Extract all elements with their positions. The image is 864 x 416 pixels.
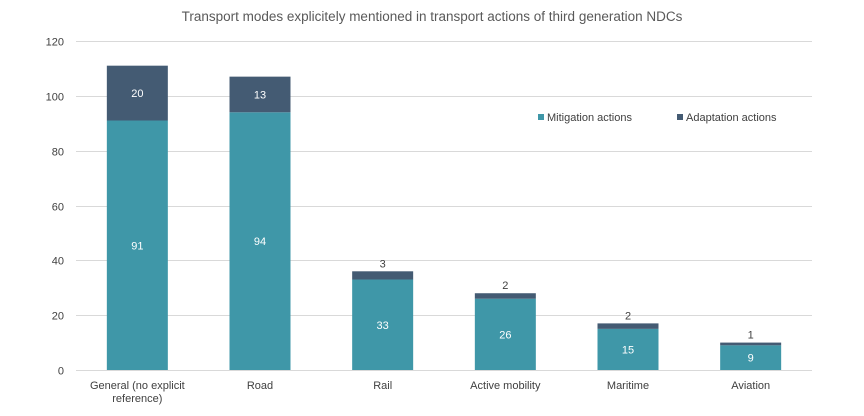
- bar-mitigation-4: [597, 328, 659, 370]
- data-label-mitigation-1: 94: [254, 236, 266, 248]
- bars: [106, 65, 782, 371]
- category-label-4: Maritime: [607, 380, 649, 392]
- category-label-0: General (no explicit: [90, 380, 185, 392]
- data-label-adaptation-2: 3: [380, 258, 386, 270]
- category-label-1: Road: [247, 380, 273, 392]
- y-tick-label-40: 40: [52, 256, 64, 268]
- data-label-mitigation-4: 15: [622, 344, 634, 356]
- bar-mitigation-5: [720, 345, 782, 370]
- data-label-mitigation-0: 91: [131, 240, 143, 252]
- bar-adaptation-4: [597, 323, 659, 329]
- legend-swatch-0: [538, 114, 544, 120]
- data-label-adaptation-5: 1: [748, 330, 754, 342]
- y-tick-label-60: 60: [52, 202, 64, 214]
- data-label-mitigation-3: 26: [499, 329, 511, 341]
- bar-mitigation-3: [474, 298, 536, 370]
- y-tick-label-120: 120: [46, 37, 64, 49]
- bar-adaptation-1: [229, 76, 291, 113]
- y-tick-label-100: 100: [46, 92, 64, 104]
- legend: Mitigation actions Adaptation actions: [538, 112, 777, 124]
- bar-adaptation-3: [474, 293, 536, 299]
- data-label-mitigation-5: 9: [748, 353, 754, 365]
- y-tick-label-80: 80: [52, 147, 64, 159]
- gridlines: [76, 41, 812, 371]
- data-label-adaptation-4: 2: [625, 310, 631, 322]
- bar-adaptation-0: [106, 65, 168, 121]
- legend-label-0: Mitigation actions: [547, 112, 632, 124]
- bar-mitigation-1: [229, 112, 291, 371]
- data-label-adaptation-3: 2: [502, 280, 508, 292]
- legend-label-1: Adaptation actions: [686, 112, 777, 124]
- data-label-adaptation-0: 20: [131, 88, 143, 100]
- data-label-adaptation-1: 13: [254, 89, 266, 101]
- category-label-3: Active mobility: [470, 380, 541, 392]
- legend-swatch-1: [677, 114, 683, 120]
- y-tick-label-20: 20: [52, 311, 64, 323]
- category-label-0-line-1: reference): [112, 393, 162, 405]
- y-tick-label-0: 0: [58, 366, 64, 378]
- chart-title: Transport modes explicitely mentioned in…: [182, 9, 683, 24]
- category-label-5: Aviation: [731, 380, 770, 392]
- category-label-2: Rail: [373, 380, 392, 392]
- y-axis-ticks: 0 20 40 60 80 100 120: [46, 37, 64, 378]
- bar-adaptation-5: [720, 342, 782, 346]
- bar-mitigation-2: [352, 279, 414, 370]
- data-label-mitigation-2: 33: [377, 320, 389, 332]
- bar-adaptation-2: [352, 271, 414, 280]
- bar-mitigation-0: [106, 120, 168, 370]
